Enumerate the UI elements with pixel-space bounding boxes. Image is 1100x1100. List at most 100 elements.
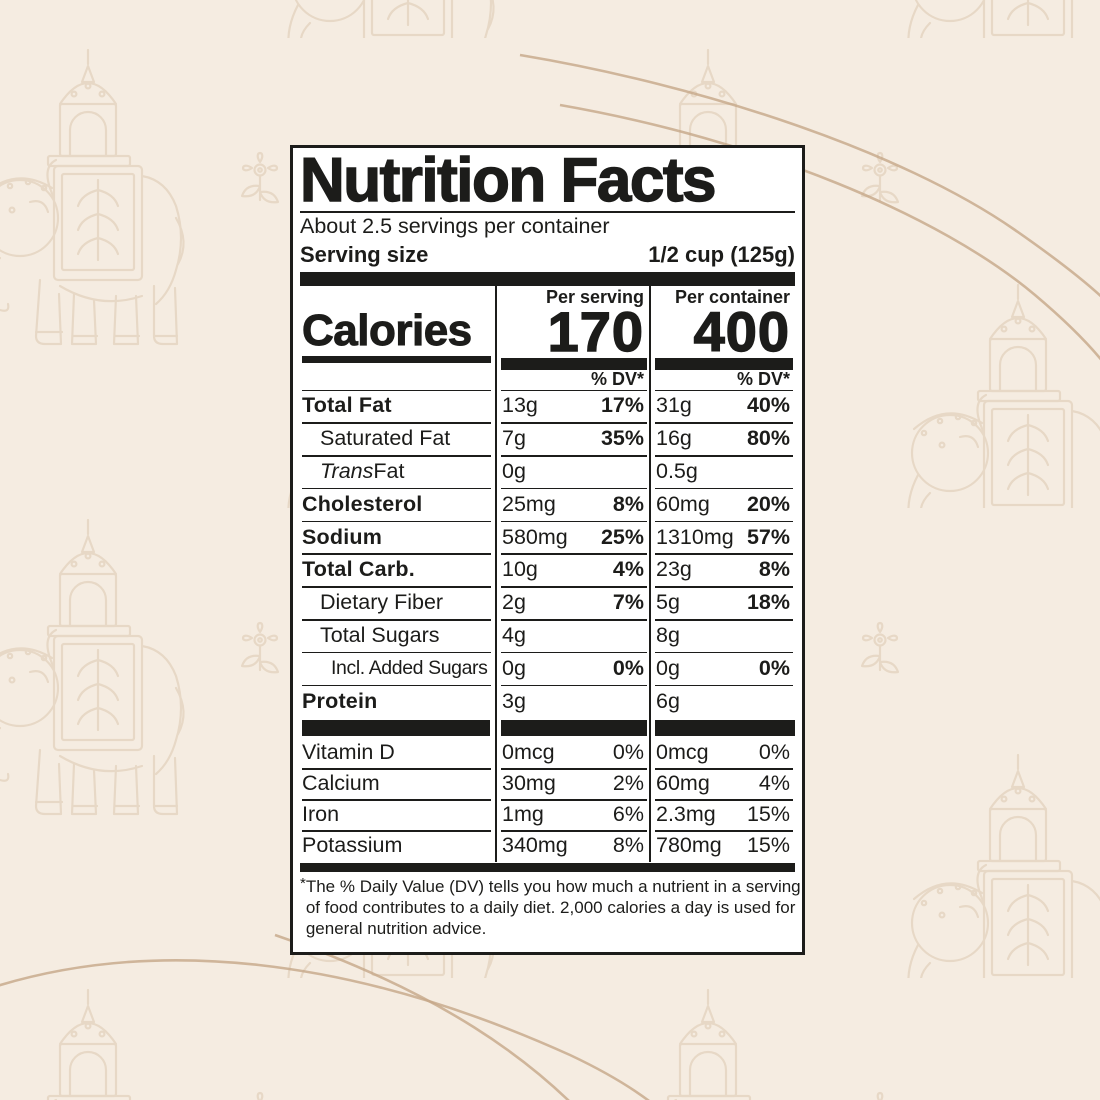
serving-amount: 7g [502,426,526,451]
serving-amount: 1mg [502,802,544,827]
column-divider [649,285,651,862]
container-value-cell: 23g 8% [649,553,795,586]
footnote-line: of food contributes to a daily diet. 2,0… [305,897,796,917]
serving-value-cell: 30mg 2% [495,768,649,799]
calories-cell: Calories [300,286,495,370]
nutrient-name: Sodium [300,520,495,554]
serving-value-cell: 340mg 8% [495,830,649,861]
container-value-cell: 8g [649,619,795,652]
serving-value-cell: 1mg 6% [495,799,649,830]
nutrient-row: Trans Fat 0g 0.5g [300,455,795,488]
container-amount: 2.3mg [656,802,716,827]
nutrient-name: Protein [300,684,495,718]
nutrient-name: Total Carb. [300,553,495,586]
container-value-cell: 31g 40% [649,389,795,423]
container-value-cell: 60mg 20% [649,487,795,521]
per-serving-cell: Per serving 170 [495,286,649,370]
nutrient-table: Calories Per serving 170 Per container 4… [300,285,795,862]
container-value-cell: 0.5g [649,455,795,488]
dv-header-spacer [300,369,495,390]
nutrient-name: Saturated Fat [300,422,495,455]
serving-value-cell: 0mcg 0% [495,737,649,768]
nutrient-row: Total Sugars 4g 8g [300,619,795,652]
serving-daily-value: 6% [612,802,644,827]
vitamin-row: Iron 1mg 6% 2.3mg 15% [300,799,795,830]
nutrition-facts-label: Nutrition Facts About 2.5 servings per c… [290,145,805,955]
container-amount: 1310mg [656,524,734,549]
nutrient-name: Iron [300,799,495,830]
serving-value-cell: 25mg 8% [495,487,649,521]
nutrient-row: Dietary Fiber 2g 7% 5g 18% [300,586,795,619]
container-amount: 0g [656,655,680,680]
container-value-cell: 60mg 4% [649,768,795,799]
container-daily-value: 80% [746,426,790,451]
serving-amount: 2g [502,590,526,615]
nutrient-name: Cholesterol [300,487,495,521]
nutrient-rows: Total Fat 13g 17% 31g 40% Saturated Fat 7g 35% 1… [300,389,795,718]
serving-amount: 0mcg [502,740,555,765]
serving-daily-value: 0% [612,740,644,765]
container-daily-value: 15% [746,802,790,827]
vitamin-row: Calcium 30mg 2% 60mg 4% [300,768,795,799]
container-value-cell: 6g [649,684,795,718]
vitamin-row: Vitamin D 0mcg 0% 0mcg 0% [300,737,795,768]
serving-amount: 10g [502,557,538,582]
container-daily-value: 0% [758,655,790,680]
serving-daily-value: 8% [612,491,644,516]
serving-amount: 25mg [502,491,556,516]
footnote-line: general nutrition advice. [305,918,487,938]
container-value-cell: 1310mg 57% [649,520,795,554]
footnote: * The % Daily Value (DV) tells you how m… [300,875,801,939]
serving-amount: 0g [502,458,526,483]
calories-per-serving: 170 [547,299,644,363]
serving-amount: 30mg [502,771,556,796]
container-daily-value: 20% [746,491,790,516]
container-daily-value: 8% [758,557,790,582]
container-amount: 6g [656,688,680,713]
serving-amount: 0g [502,655,526,680]
container-amount: 0.5g [656,458,698,483]
serving-daily-value: 17% [600,393,644,418]
serving-value-cell: 7g 35% [495,422,649,455]
nutrient-name: Dietary Fiber [300,586,495,619]
dv-header-container: % DV* [736,368,790,389]
serving-value-cell: 0g [495,455,649,488]
column-divider [495,285,497,862]
calories-underline-bar [302,355,491,363]
container-daily-value: 18% [746,590,790,615]
section-separator-bars [300,717,795,737]
header-separator-bar [300,271,795,286]
nutrient-name: Potassium [300,830,495,861]
nutrient-row: Total Carb. 10g 4% 23g 8% [300,553,795,586]
footnote-line: The % Daily Value (DV) tells you how muc… [305,876,801,896]
nutrient-row: Sodium 580mg 25% 1310mg 57% [300,520,795,554]
servings-per-container: About 2.5 servings per container [300,213,610,238]
nutrient-row: Total Fat 13g 17% 31g 40% [300,389,795,423]
serving-daily-value: 8% [612,833,644,858]
serving-size-label: Serving size [300,241,429,267]
nutrient-row: Cholesterol 25mg 8% 60mg 20% [300,487,795,521]
serving-value-cell: 0g 0% [495,651,649,685]
per-serving-header: Per serving [545,286,644,307]
serving-daily-value: 7% [612,590,644,615]
nutrient-name: Calcium [300,768,495,799]
container-daily-value: 0% [758,740,790,765]
serving-value-cell: 10g 4% [495,553,649,586]
container-value-cell: 16g 80% [649,422,795,455]
container-amount: 0mcg [656,740,709,765]
container-amount: 16g [656,426,692,451]
separator-bar [501,720,647,737]
serving-value-cell: 3g [495,684,649,718]
per-serving-underline-bar [501,357,647,370]
serving-daily-value: 2% [612,771,644,796]
footnote-text: The % Daily Value (DV) tells you how muc… [306,876,801,939]
serving-value-cell: 13g 17% [495,389,649,423]
separator-bar [302,720,490,737]
per-container-header: Per container [674,286,790,307]
container-daily-value: 15% [746,833,790,858]
label-title: Nutrition Facts [299,146,717,215]
container-amount: 60mg [656,491,710,516]
title-divider [300,211,795,213]
calories-per-container: 400 [693,299,790,363]
